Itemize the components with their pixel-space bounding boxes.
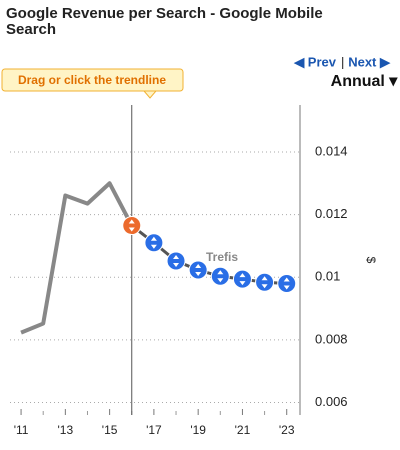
y-tick-label: 0.014 [315,143,348,158]
forecast-handle[interactable] [122,216,142,236]
hint-box [1,68,184,92]
handle-arrows [128,219,135,232]
y-tick-label: 0.008 [315,331,348,346]
y-tick-label: 0.012 [315,206,348,221]
x-tick-label: '21 [235,423,251,437]
handle-arrows [173,254,180,267]
handle-arrows [217,270,224,283]
handle-arrows [150,236,157,249]
period-select[interactable]: Annual ▾ [331,73,399,90]
x-tick-label: '11 [14,423,29,437]
y-tick-label: 0.01 [315,269,340,284]
x-tick-label: '23 [279,423,295,437]
forecast-handle[interactable] [144,233,164,253]
forecast-handle[interactable] [277,273,297,293]
handle-arrows [195,264,202,277]
forecast-handle[interactable] [232,269,252,289]
x-tick-label: '13 [58,423,74,437]
x-tick-label: '17 [146,423,162,437]
handle-arrows [239,273,246,286]
annotation: Trefis [206,250,238,264]
forecast-handle[interactable] [210,266,230,286]
forecast-handle[interactable] [188,260,208,280]
forecast-handle[interactable] [255,272,275,292]
x-tick-label: '15 [102,423,118,437]
prev-button[interactable]: ◀ Prev [293,54,337,69]
forecast-handle[interactable] [166,251,186,271]
y-tick-label: 0.006 [315,394,348,409]
y-axis-label: $ [364,257,378,264]
next-button[interactable]: Next ▶ [348,54,391,69]
separator: | [341,54,344,69]
chart-title: Google Revenue per Search - Google Mobil… [6,5,323,38]
handle-arrows [261,276,268,289]
hint-text: Drag or click the trendline [18,73,166,87]
x-tick-label: '19 [190,423,206,437]
handle-arrows [283,277,290,290]
series-line [20,181,134,335]
hint-pointer [142,90,158,99]
